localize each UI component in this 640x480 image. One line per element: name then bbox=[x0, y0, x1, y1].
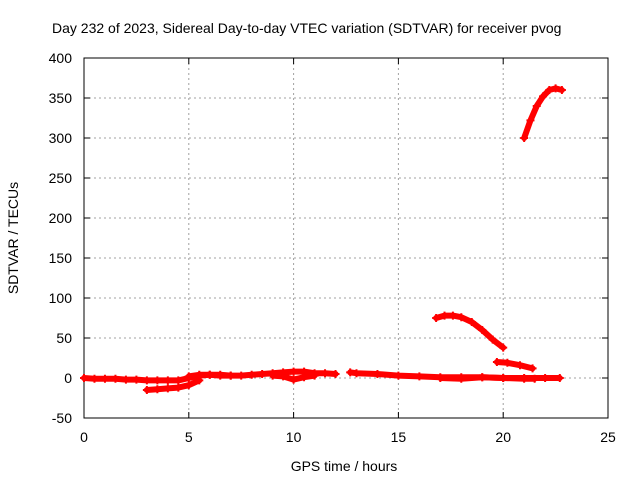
data-point bbox=[142, 376, 151, 385]
data-point bbox=[415, 372, 424, 381]
data-point bbox=[163, 384, 172, 393]
series-late-low-arc bbox=[436, 373, 539, 383]
y-tick-label: 200 bbox=[49, 210, 73, 226]
y-tick-labels: -50 0 50 100 150 200 250 300 350 400 bbox=[49, 50, 73, 426]
data-point bbox=[163, 376, 172, 385]
series-high-arc bbox=[520, 84, 566, 142]
tick-marks bbox=[83, 57, 609, 419]
data-point bbox=[153, 385, 162, 394]
y-tick-label: 250 bbox=[49, 170, 73, 186]
series-short-arc bbox=[492, 358, 537, 373]
y-axis-label: SDTVAR / TECUs bbox=[5, 182, 21, 294]
x-tick-label: 5 bbox=[185, 429, 193, 445]
series-trace bbox=[493, 359, 536, 372]
data-point bbox=[530, 374, 539, 383]
data-point bbox=[195, 370, 204, 379]
data-point bbox=[300, 373, 309, 382]
data-point bbox=[111, 374, 120, 383]
data-point bbox=[467, 318, 476, 326]
data-point bbox=[310, 371, 319, 380]
data-point bbox=[520, 374, 529, 383]
data-point bbox=[216, 371, 225, 380]
data-point bbox=[555, 374, 564, 382]
data-point bbox=[541, 374, 550, 382]
data-point bbox=[478, 326, 487, 334]
data-point bbox=[436, 374, 445, 382]
data-point bbox=[545, 86, 554, 94]
data-point bbox=[448, 311, 457, 320]
data-point bbox=[237, 371, 246, 380]
grid bbox=[84, 58, 608, 418]
y-tick-label: 350 bbox=[49, 90, 73, 106]
data-point bbox=[457, 313, 466, 322]
x-tick-label: 10 bbox=[286, 429, 302, 445]
data-point bbox=[142, 386, 151, 394]
data-point bbox=[526, 116, 535, 125]
x-tick-labels: 0 5 10 15 20 25 bbox=[80, 429, 616, 445]
data-point bbox=[520, 134, 529, 142]
plot-frame bbox=[83, 57, 609, 419]
data-point bbox=[321, 369, 330, 378]
y-tick-label: 0 bbox=[64, 370, 72, 386]
x-axis-label: GPS time / hours bbox=[291, 458, 398, 474]
y-tick-label: 50 bbox=[56, 330, 72, 346]
data-point bbox=[373, 370, 382, 378]
x-tick-label: 0 bbox=[80, 429, 88, 445]
data-point bbox=[289, 367, 298, 376]
data-point bbox=[488, 335, 497, 344]
series-hump-arc bbox=[432, 311, 508, 352]
chart-title: Day 232 of 2023, Sidereal Day-to-day VTE… bbox=[52, 20, 561, 36]
data-point bbox=[100, 374, 109, 383]
data-point bbox=[226, 371, 235, 380]
data-point bbox=[478, 373, 487, 382]
data-point bbox=[184, 381, 193, 390]
data-point bbox=[205, 370, 214, 379]
data-point bbox=[153, 376, 162, 385]
data-point bbox=[247, 370, 256, 379]
series-dip-arc bbox=[268, 371, 319, 384]
data-point bbox=[557, 86, 566, 94]
series-negative-arc bbox=[142, 376, 204, 394]
data-point bbox=[551, 84, 560, 93]
x-tick-label: 20 bbox=[495, 429, 511, 445]
data-point bbox=[289, 375, 298, 384]
y-tick-label: -50 bbox=[52, 410, 72, 426]
x-tick-label: 25 bbox=[600, 429, 616, 445]
data-point bbox=[174, 376, 183, 385]
data-point bbox=[279, 372, 288, 381]
data-point bbox=[503, 358, 512, 367]
data-point bbox=[174, 383, 183, 392]
data-point bbox=[394, 371, 403, 380]
data-point bbox=[492, 358, 501, 366]
y-tick-label: 150 bbox=[49, 250, 73, 266]
data-point bbox=[331, 370, 340, 378]
data-point bbox=[532, 102, 541, 110]
x-tick-label: 15 bbox=[391, 429, 407, 445]
data-point bbox=[499, 374, 508, 382]
data-point bbox=[432, 314, 441, 322]
data-point bbox=[539, 92, 548, 101]
y-tick-label: 100 bbox=[49, 290, 73, 306]
data-point bbox=[440, 311, 449, 320]
data-point bbox=[268, 371, 277, 380]
data-point bbox=[90, 374, 99, 383]
data-point bbox=[121, 375, 130, 384]
data-point bbox=[457, 374, 466, 383]
data-point bbox=[528, 364, 537, 373]
y-tick-label: 300 bbox=[49, 130, 73, 146]
data-points bbox=[80, 84, 566, 394]
data-point bbox=[352, 369, 361, 378]
y-tick-label: 400 bbox=[49, 50, 73, 66]
data-point bbox=[258, 370, 267, 378]
data-point bbox=[515, 361, 524, 370]
data-point bbox=[499, 343, 508, 352]
data-point bbox=[132, 375, 141, 384]
data-point bbox=[184, 372, 193, 381]
data-point bbox=[80, 374, 88, 382]
